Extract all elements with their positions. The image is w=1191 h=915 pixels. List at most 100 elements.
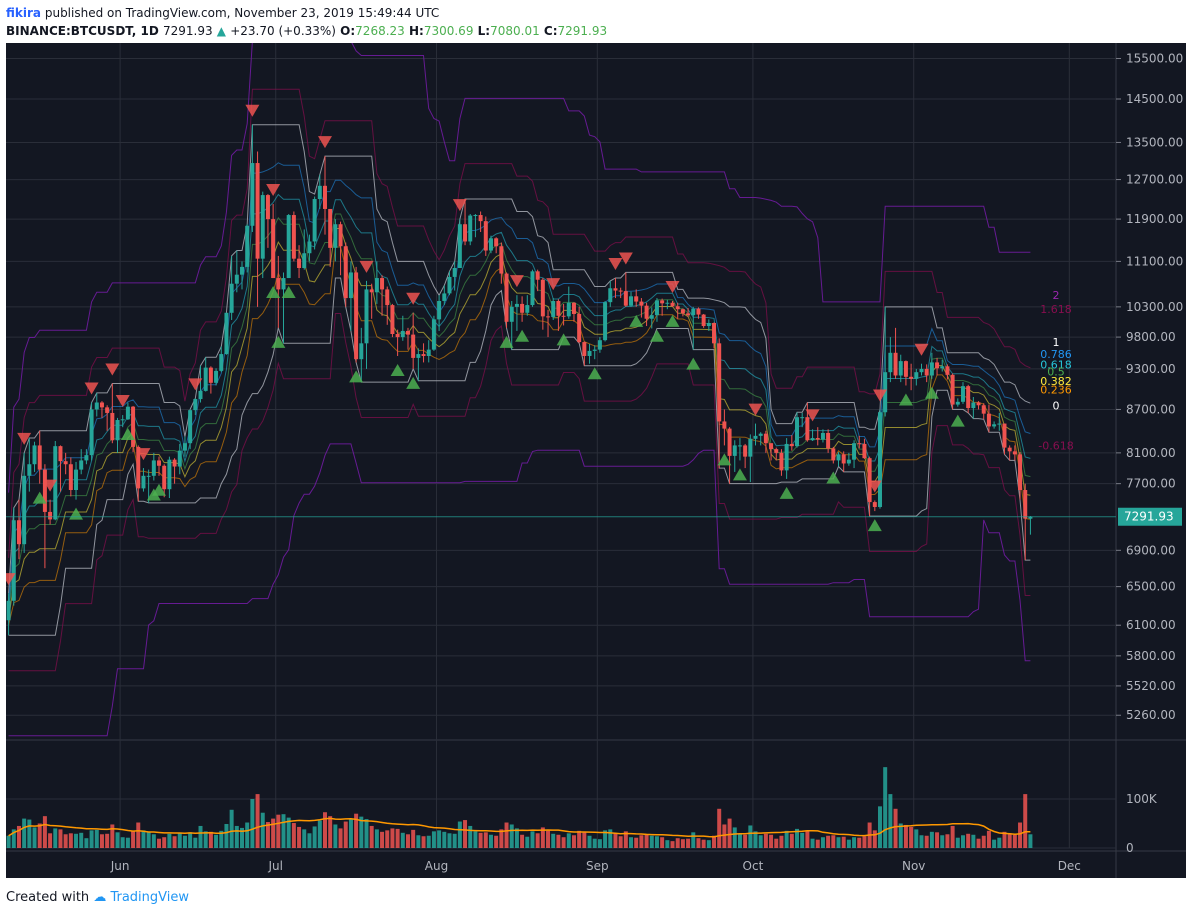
buy-signal-triangle [266,286,281,299]
volume-bar [1023,794,1028,848]
candle-body [872,502,877,507]
volume-bar [935,832,940,848]
candle-body [172,459,177,467]
volume-bar [224,823,229,848]
volume-bar [520,834,525,848]
candle-body [240,266,244,275]
candle-body [120,419,125,421]
volume-bar [649,835,654,848]
volume-bar [182,835,187,848]
candle-body [6,600,11,621]
volume-bar [903,824,908,848]
candle-body [743,445,748,457]
sell-signal-triangle [188,378,203,391]
candle-body [805,417,810,441]
buy-signal-triangle [950,414,965,427]
candle-body [79,460,84,470]
volume-bar [58,829,63,848]
volume-bar [706,840,711,848]
fib-level-line [8,246,1031,626]
volume-bar [442,831,447,848]
candle-body [789,443,794,447]
candle-body [348,272,353,299]
volume-bar [94,829,99,848]
high-value: 7300.69 [423,24,474,38]
volume-bar [629,837,634,848]
volume-bar [613,833,618,848]
buy-signal-triangle [732,468,747,481]
candle-body [525,305,530,313]
volume-bar [167,833,172,848]
candle-body [307,241,312,254]
author-link[interactable]: fikira [6,6,42,20]
volume-bar [68,833,73,848]
last-price-label: 7291.93 [1124,510,1174,524]
volume-bar [276,814,281,848]
fib-level-label: 0.618 [1040,358,1072,371]
fib-level-label: 0.382 [1040,375,1072,388]
candle-body [58,446,63,462]
volume-bar [509,824,514,848]
sell-signal-triangle [84,382,99,395]
candle-body [717,343,722,422]
candle-body [42,469,47,512]
candle-body [551,300,556,317]
candle-body [105,407,110,413]
candle-body [846,459,851,464]
volume-bar [53,828,58,848]
volume-bar [188,832,193,848]
candle-body [234,274,239,284]
symbol-name[interactable]: BINANCE:BTCUSDT, 1D [6,24,159,38]
buy-signal-triangle [686,357,701,370]
candle-body [22,475,27,545]
candle-body [935,362,940,369]
buy-signal-triangle [898,393,913,406]
price-chart[interactable]: 15500.00 14500.00 13500.00 12700.00 11900.00… [6,43,1186,878]
candle-body [546,316,551,318]
volume-bar [302,829,307,848]
price-tick-label: 6100.00 [1126,618,1176,632]
candle-body [11,520,16,601]
volume-bar [245,822,250,848]
candle-body [971,402,976,409]
volume-bar [820,837,825,848]
volume-bar [1018,822,1023,848]
candle-body [888,352,893,373]
candle-body [359,343,364,360]
volume-bar [99,834,104,848]
buy-signal-triangle [499,335,514,348]
candle-body [115,420,120,441]
sell-signal-triangle [266,183,281,196]
volume-bar [898,823,903,848]
lower-inner-band [8,313,1031,672]
volume-bar [540,827,545,848]
candle-body [608,288,613,303]
sell-signal-triangle [115,395,130,408]
candle-body [960,386,965,402]
candle-body [483,221,488,251]
candle-body [16,520,21,545]
buy-signal-triangle [924,386,939,399]
candle-body [390,305,395,334]
volume-bar [800,832,805,848]
volume-bar [960,835,965,848]
candle-body [1018,454,1023,490]
buy-signal-triangle [349,370,364,383]
volume-bar [63,834,68,848]
sell-signal-triangle [805,409,820,422]
volume-bar [893,808,898,848]
candle-body [826,432,831,449]
buy-signal-triangle [649,329,664,342]
candle-body [468,215,473,242]
volume-bar [862,836,867,848]
candle-body [99,402,104,408]
candle-body [328,208,333,248]
fib-level-label: 0.786 [1040,348,1072,361]
volume-bar [815,839,820,848]
sell-signal-triangle [6,573,16,586]
volume-bar [405,834,410,848]
volume-bar [328,816,333,848]
price-tick-label: 9800.00 [1126,330,1176,344]
time-tick-label: Jun [110,859,130,873]
tradingview-link[interactable]: TradingView [110,890,189,905]
